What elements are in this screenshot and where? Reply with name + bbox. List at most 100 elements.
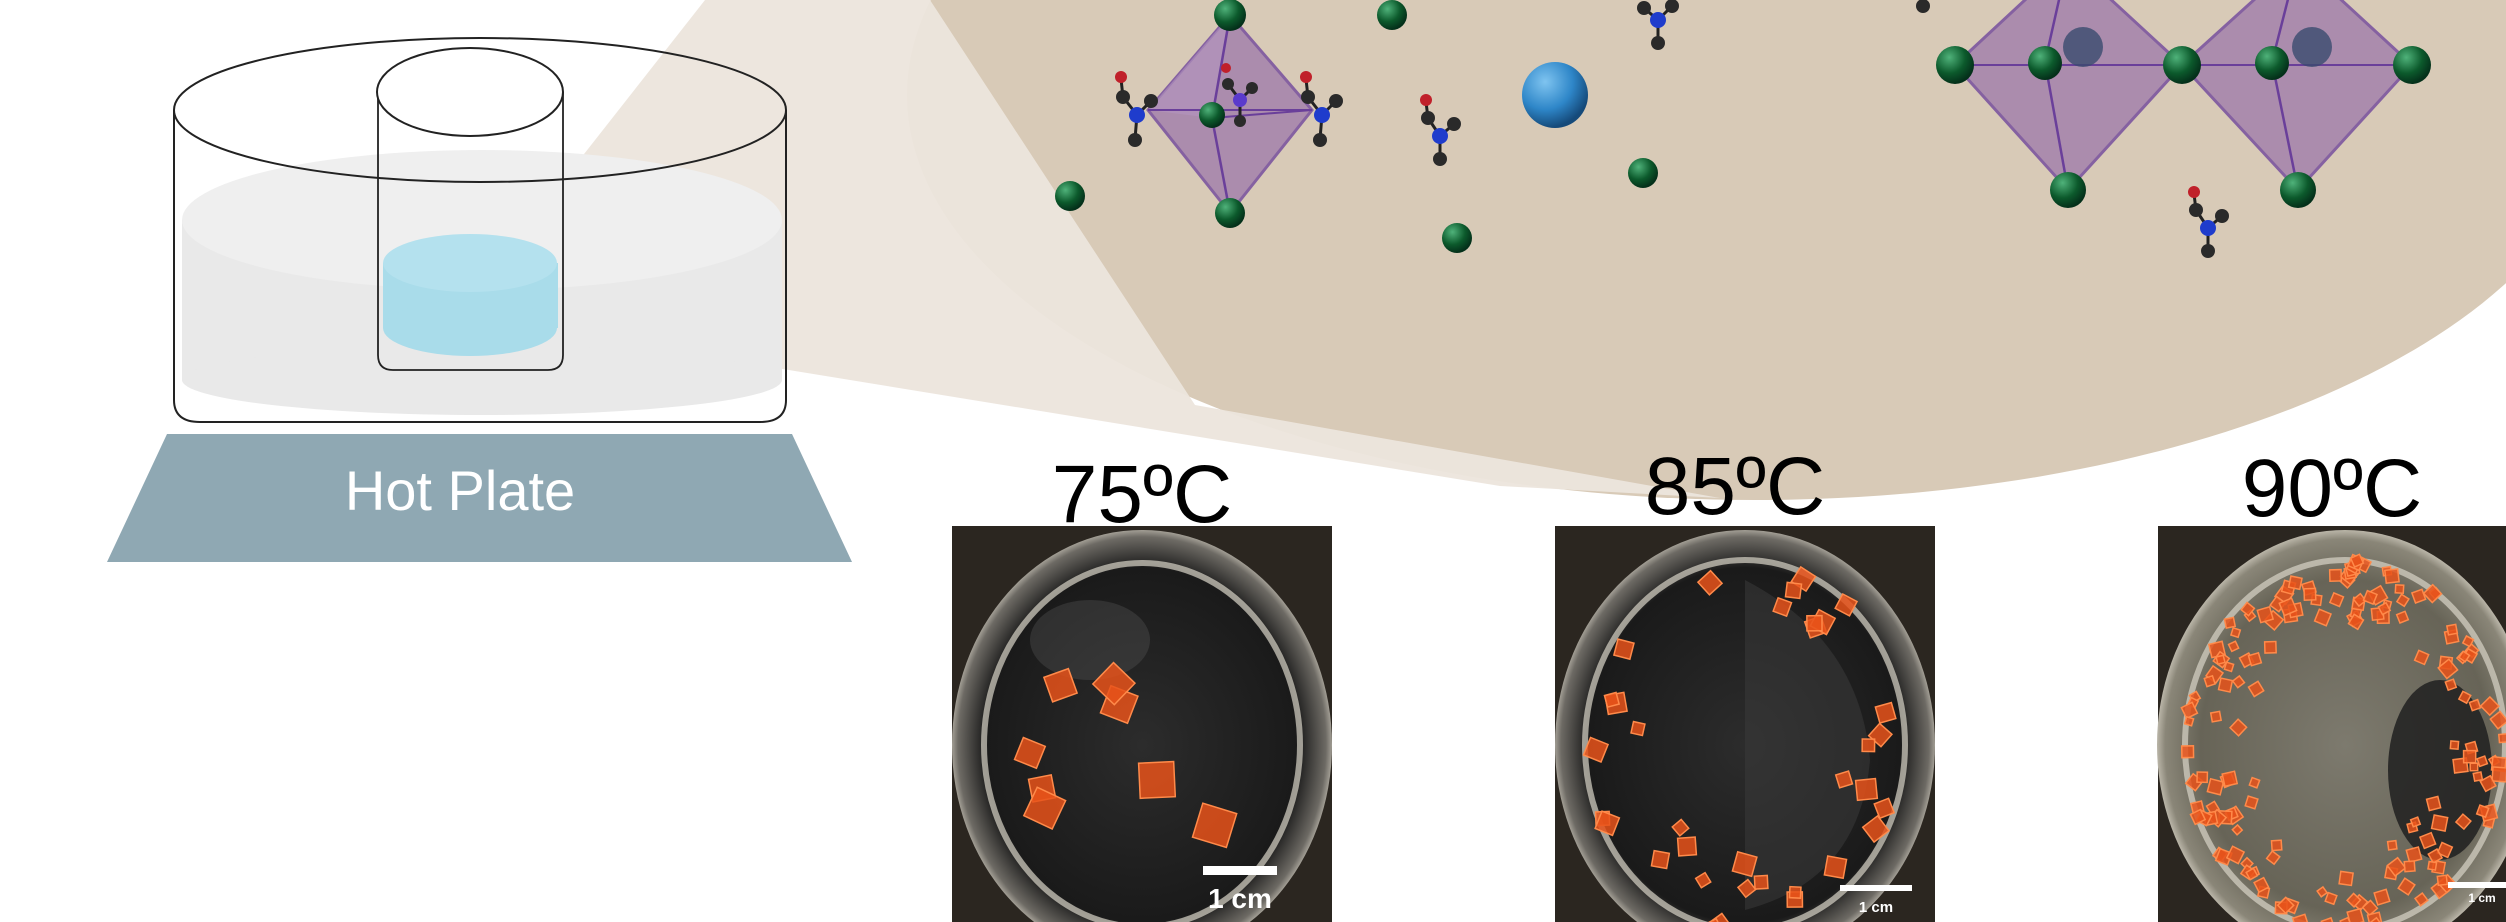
crystal bbox=[2468, 698, 2482, 712]
vial-rim bbox=[376, 47, 564, 137]
crystal bbox=[2347, 613, 2365, 631]
halide-atom-icon bbox=[2280, 172, 2316, 208]
crystal bbox=[2270, 839, 2283, 852]
crystal bbox=[2413, 649, 2430, 666]
crystal bbox=[1022, 786, 1067, 831]
sample-photo: 1 cm bbox=[952, 526, 1332, 922]
crystal bbox=[2479, 774, 2497, 793]
crystal bbox=[2409, 816, 2422, 828]
crystal bbox=[1671, 818, 1690, 837]
scale-bar-label: 1 cm bbox=[1208, 883, 1272, 914]
crystal bbox=[2349, 553, 2365, 568]
crystal bbox=[1013, 736, 1047, 770]
crystal bbox=[2491, 766, 2506, 783]
crystal bbox=[2248, 776, 2261, 789]
crystal bbox=[2427, 860, 2438, 871]
scale-bar bbox=[2448, 882, 2506, 888]
crystal bbox=[2328, 568, 2343, 583]
crystal bbox=[2413, 892, 2429, 907]
crystal bbox=[1874, 701, 1897, 724]
crystal bbox=[1612, 638, 1635, 661]
crystal bbox=[2436, 841, 2454, 859]
crystal bbox=[1753, 874, 1769, 890]
ammonium-cation-icon bbox=[1300, 71, 1343, 147]
crystal bbox=[2346, 892, 2362, 908]
crystal bbox=[2479, 695, 2500, 717]
crystal bbox=[2229, 626, 2242, 639]
metal-atom-icon bbox=[1522, 62, 1588, 128]
crystal bbox=[1042, 667, 1079, 703]
crystal bbox=[1705, 917, 1723, 922]
halide-atom-icon bbox=[2163, 46, 2201, 84]
crystal bbox=[1594, 810, 1621, 837]
temperature-label: 85ºC bbox=[1645, 441, 1825, 532]
crystal bbox=[1823, 855, 1848, 880]
crystal bbox=[2265, 849, 2281, 866]
crystal bbox=[2189, 808, 2207, 826]
crystal bbox=[2228, 718, 2248, 737]
crystal bbox=[2403, 860, 2416, 873]
halide-atom-icon bbox=[1199, 102, 1225, 128]
crystal bbox=[2386, 856, 2407, 877]
crystal bbox=[1861, 814, 1890, 844]
crystal bbox=[2180, 701, 2199, 720]
halide-atom-icon bbox=[1055, 181, 1085, 211]
crystal bbox=[2253, 876, 2270, 894]
crystal bbox=[1834, 770, 1854, 789]
sample-photo: 1 cm bbox=[1555, 526, 1935, 922]
halide-atom-icon bbox=[2393, 46, 2431, 84]
crystal bbox=[2405, 846, 2423, 864]
crystal bbox=[2196, 771, 2209, 784]
crystal bbox=[2394, 583, 2405, 595]
halide-atom-icon bbox=[2028, 46, 2062, 80]
crystal bbox=[2489, 710, 2506, 730]
crystal bbox=[2418, 831, 2437, 850]
crystal bbox=[2338, 870, 2354, 887]
metal-center-atom bbox=[2063, 27, 2103, 67]
crystal bbox=[1582, 736, 1610, 764]
crystals bbox=[2180, 553, 2506, 922]
crystal bbox=[2291, 913, 2310, 922]
crystal bbox=[2497, 733, 2506, 744]
crystal bbox=[2422, 583, 2443, 604]
crystal bbox=[1694, 871, 1712, 889]
crystal bbox=[2475, 804, 2490, 819]
crystal bbox=[2373, 888, 2391, 906]
water-bath-surface bbox=[182, 150, 782, 290]
crystal bbox=[2209, 710, 2223, 723]
crystal bbox=[1137, 760, 1177, 800]
hot-plate-label: Hot Plate bbox=[345, 459, 575, 522]
crystal bbox=[2386, 839, 2398, 851]
crystal bbox=[2425, 795, 2442, 812]
crystal bbox=[2457, 690, 2472, 705]
crystal bbox=[2324, 891, 2338, 906]
crystal bbox=[2245, 867, 2259, 881]
crystal bbox=[2436, 874, 2449, 887]
crystal bbox=[2377, 601, 2392, 616]
halide-atom-icon bbox=[1215, 198, 1245, 228]
crystal bbox=[1854, 777, 1879, 802]
scale-bar-label: 1 cm bbox=[1859, 899, 1893, 916]
scale-bar-label: 1 cm bbox=[2468, 891, 2495, 905]
halide-atom-icon bbox=[1214, 0, 1246, 31]
crystal bbox=[1784, 581, 1803, 600]
crystal bbox=[2231, 823, 2244, 836]
crystal bbox=[2462, 749, 2477, 764]
halide-atom-icon bbox=[1936, 46, 1974, 84]
crystal bbox=[2180, 745, 2195, 759]
crystal bbox=[1806, 614, 1823, 632]
crystal bbox=[1731, 850, 1758, 878]
scale-bar bbox=[1840, 885, 1912, 891]
crystal bbox=[1091, 661, 1137, 706]
crystal bbox=[2313, 608, 2332, 627]
ammonium-cation-icon bbox=[1637, 0, 1679, 50]
ammonium-cation-icon bbox=[1420, 94, 1461, 166]
crystal bbox=[2247, 680, 2265, 698]
crystal bbox=[2287, 575, 2303, 591]
crystal bbox=[2383, 568, 2400, 585]
crystal bbox=[2223, 661, 2235, 673]
hot-plate bbox=[107, 434, 852, 562]
halide-atom-icon bbox=[2255, 46, 2289, 80]
crystal bbox=[1191, 802, 1238, 849]
crystal bbox=[2247, 651, 2263, 667]
